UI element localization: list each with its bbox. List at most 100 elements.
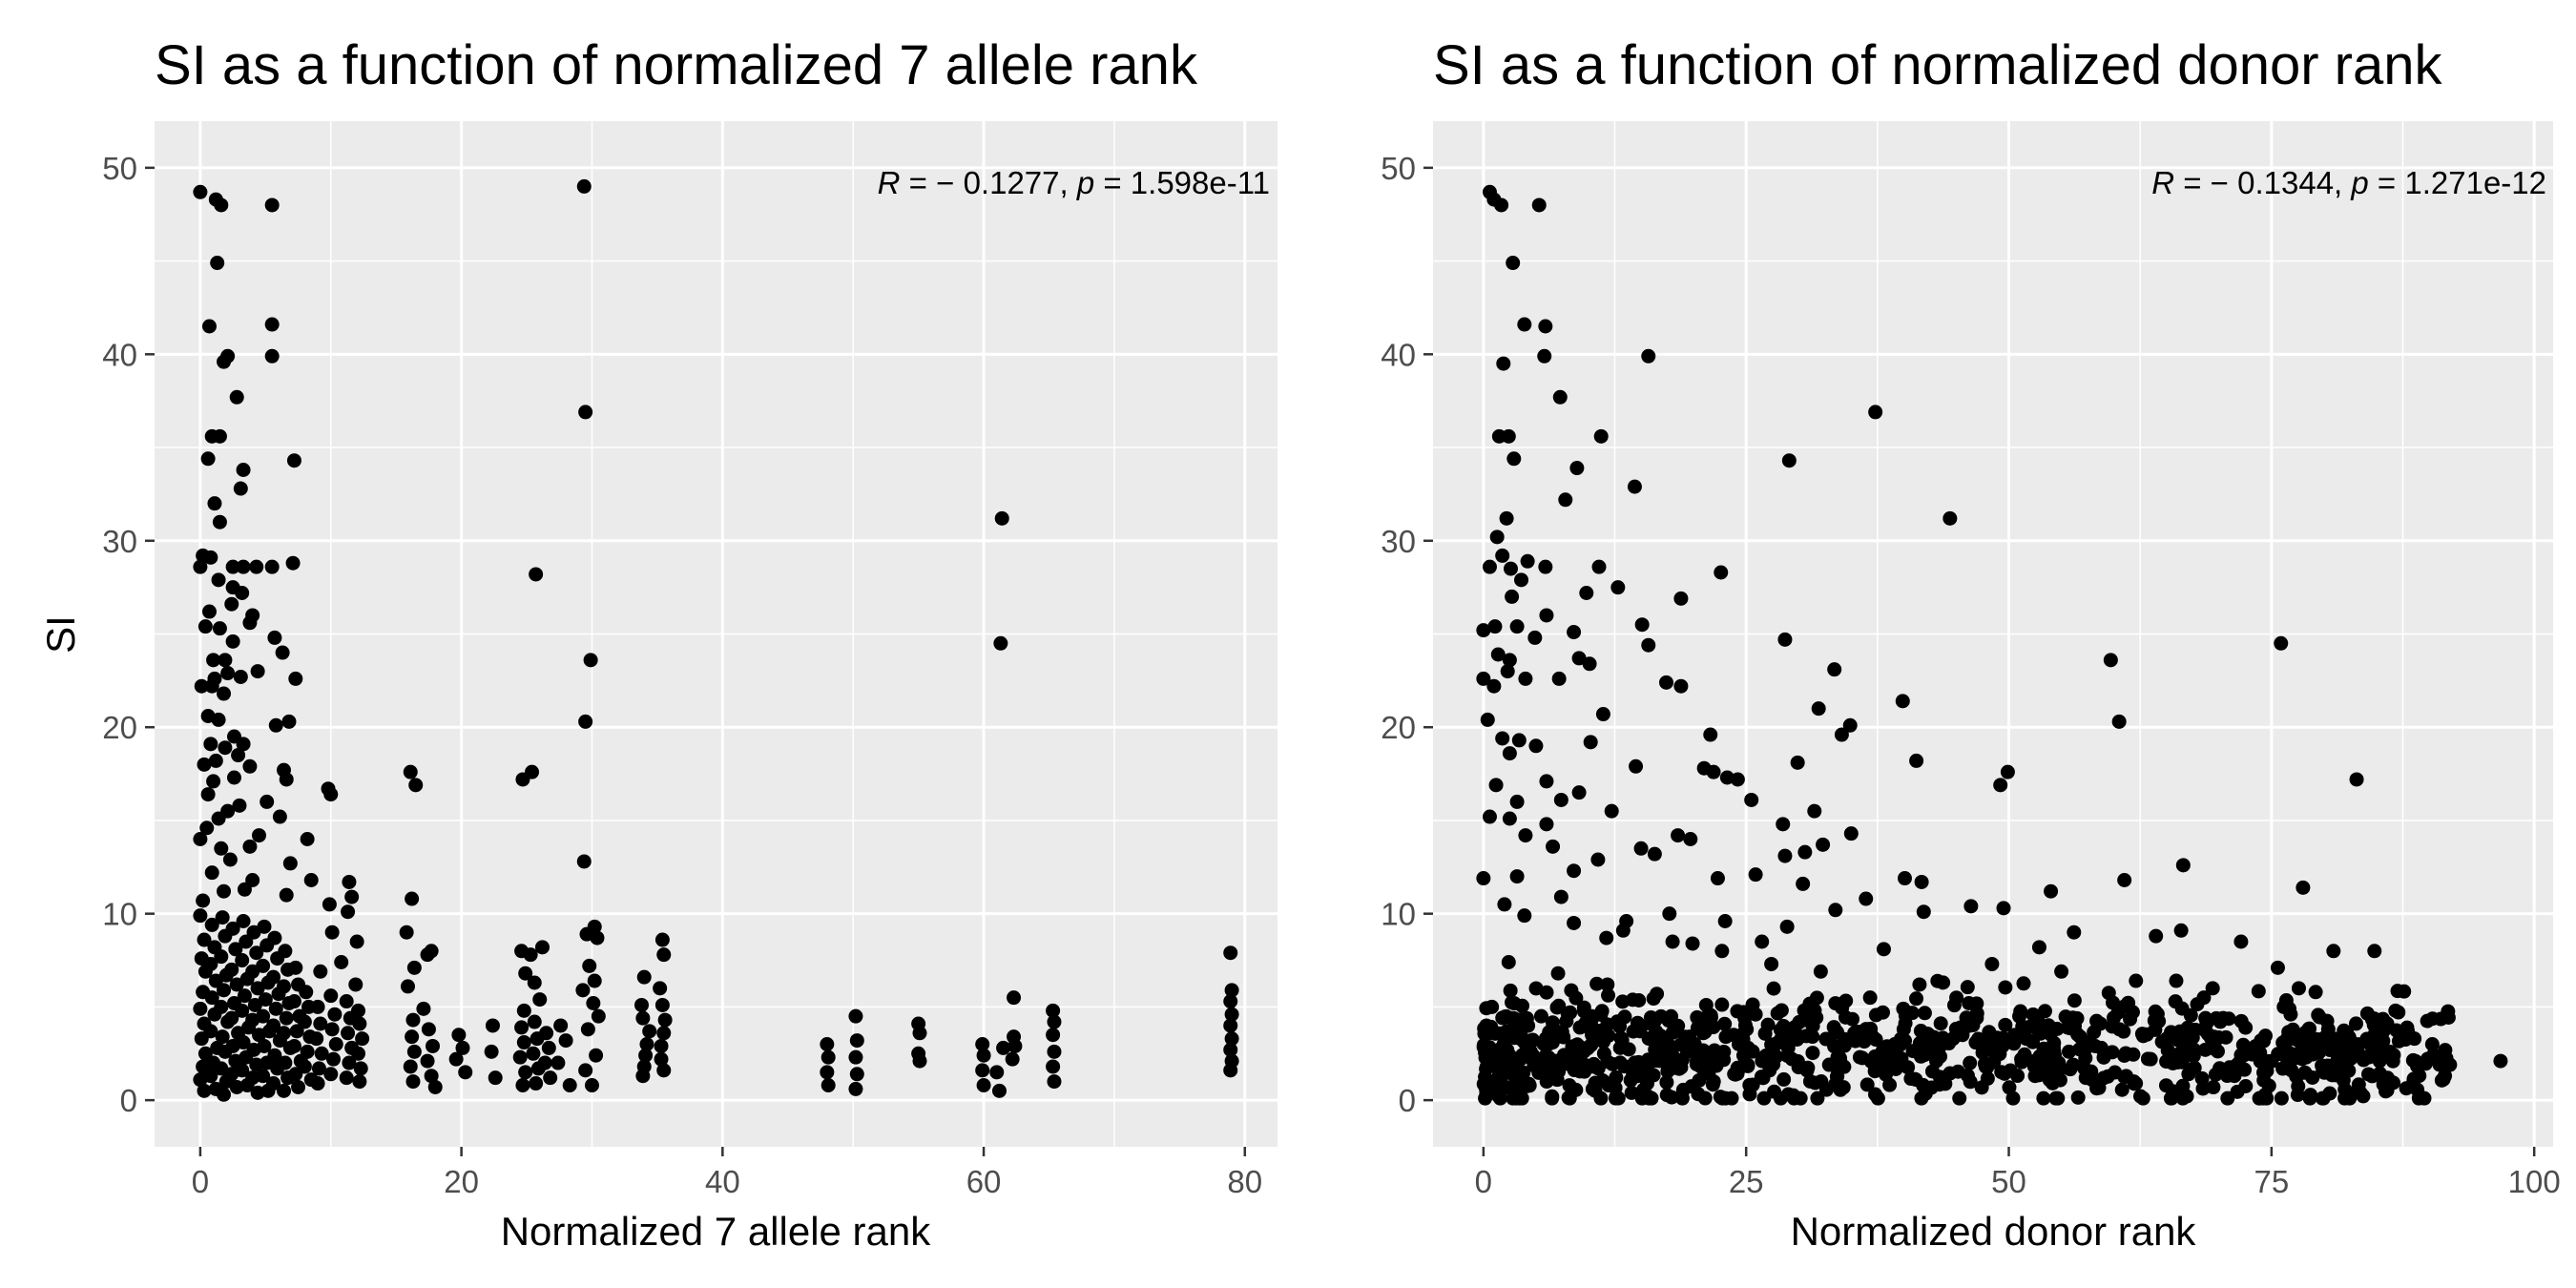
data-point [2207,1029,2222,1045]
data-point [1476,1037,1491,1052]
x-tick-label: 0 [192,1164,209,1199]
data-point [2070,1090,2086,1105]
y-tick-label: 10 [1381,897,1416,932]
data-point [2067,924,2082,940]
data-point [1584,1013,1599,1028]
data-point [532,992,548,1008]
data-point [1046,1003,1061,1018]
data-point [1541,1051,1556,1067]
data-point [309,1031,324,1047]
data-point [1739,1022,1755,1037]
data-point [2072,1029,2088,1045]
data-point [1647,846,1662,862]
data-point [635,1010,651,1026]
data-point [1737,1010,1753,1026]
data-point [1799,1063,1815,1078]
data-point [246,924,261,940]
data-point [2289,1069,2304,1084]
data-point [257,1038,272,1053]
data-point [2261,1078,2276,1093]
data-point [266,969,281,985]
data-point [1813,964,1828,979]
data-point [266,1076,281,1091]
data-point [1811,701,1826,717]
y-tick-label: 20 [102,710,137,745]
data-point [341,904,356,920]
data-point [2187,1060,2202,1075]
data-point [1730,1060,1745,1075]
data-point [1716,1052,1732,1068]
data-point [1673,678,1689,694]
data-point [300,832,315,846]
data-point [2348,1016,2363,1031]
data-point [1626,1067,1641,1082]
data-point [1517,317,1532,332]
data-point [324,1022,340,1037]
data-point [2033,1026,2048,1041]
data-point [1895,694,1910,709]
data-point [820,1037,835,1051]
data-point [2410,1082,2425,1097]
data-point [2434,1072,2449,1088]
data-point [1591,559,1607,574]
data-point [355,1031,370,1047]
data-point [1816,837,1831,852]
data-point [1805,1046,1820,1061]
data-point [2160,1043,2175,1058]
data-point [275,645,290,660]
data-point [2296,880,2311,895]
data-point [1848,1033,1863,1049]
data-point [203,1069,218,1084]
data-point [1714,944,1730,959]
data-point [2151,1013,2167,1028]
data-point [1495,548,1510,563]
data-point [206,774,221,789]
data-point [1539,1074,1554,1090]
y-tick-label: 40 [102,337,137,372]
data-point [403,1059,418,1074]
data-point [1558,492,1573,508]
data-point [2289,1031,2304,1047]
data-point [1760,1017,1776,1032]
data-point [2379,1083,2395,1098]
data-point [1938,1076,1953,1091]
data-point [541,1040,556,1055]
data-point [1593,428,1609,444]
data-point [322,897,337,912]
data-point [1912,977,1927,992]
data-point [217,686,232,701]
data-point [975,1037,990,1051]
data-point [1046,1059,1061,1074]
data-point [1224,1007,1239,1022]
data-point [2129,973,2144,988]
data-point [529,567,544,582]
data-point [1518,828,1533,843]
data-point [2379,1046,2394,1061]
data-point [1585,1028,1600,1043]
data-point [1948,1021,1963,1036]
data-point [291,1079,306,1094]
data-point [233,481,248,496]
data-point [2278,1043,2294,1058]
x-tick-label: 25 [1729,1164,1764,1199]
data-point [634,997,649,1012]
data-point [1552,389,1568,405]
data-point [1837,1031,1852,1047]
data-point [515,1078,530,1092]
data-point [2389,1023,2404,1038]
data-point [204,865,219,881]
data-point [1836,1080,1851,1095]
left-x-axis-title: Normalized 7 allele rank [501,1209,932,1254]
left-data-points [193,178,1239,1102]
data-point [2036,1091,2051,1106]
data-point [582,958,597,973]
x-tick-label: 50 [1991,1164,2026,1199]
data-point [1488,778,1504,793]
data-point [1585,1059,1600,1074]
left-p-value: = 1.598e-11 [1094,165,1270,200]
data-point [1605,1056,1620,1071]
data-point [1762,1063,1777,1078]
data-point [313,1016,328,1031]
data-point [2420,1013,2435,1028]
